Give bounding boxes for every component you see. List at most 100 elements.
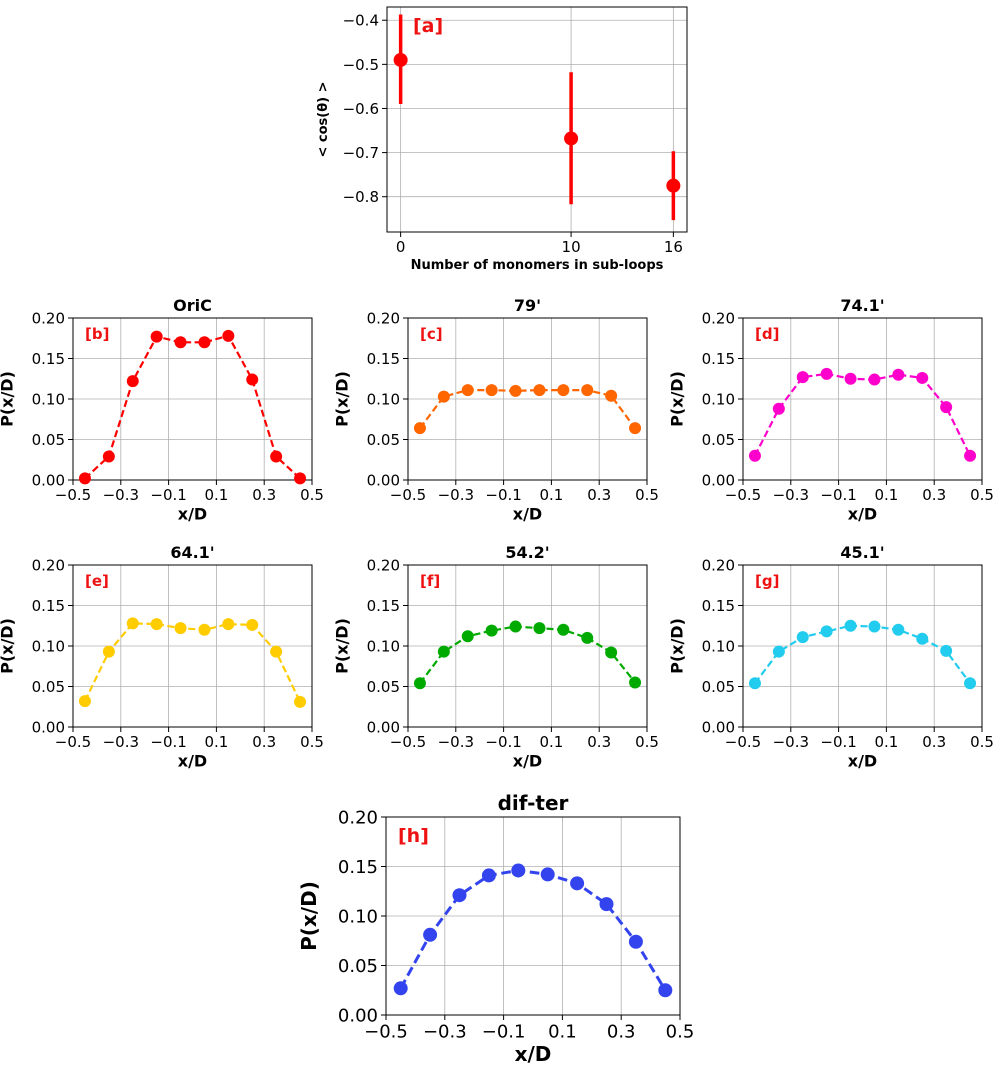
- series-line: [753, 372, 972, 457]
- y-tick-label: 0.00: [367, 718, 400, 736]
- y-tick-label: 0.10: [702, 390, 735, 408]
- y-tick-label: 0.15: [338, 857, 378, 878]
- data-point: [294, 695, 307, 708]
- data-point: [892, 368, 905, 381]
- series-line: [399, 868, 667, 992]
- y-tick-label: 0.20: [367, 556, 400, 574]
- data-point: [102, 450, 115, 463]
- data-point: [557, 384, 570, 397]
- data-point: [533, 384, 546, 397]
- y-tick-label: 0.05: [32, 678, 65, 696]
- data-point: [78, 695, 91, 708]
- data-point: [174, 336, 187, 349]
- y-tick-label: 0.10: [338, 906, 378, 927]
- x-tick-label: −0.1: [485, 733, 521, 751]
- data-point: [452, 888, 467, 903]
- y-tick-label: 0.00: [338, 1005, 378, 1026]
- data-point: [964, 677, 977, 690]
- data-point: [796, 631, 809, 644]
- data-point: [628, 934, 643, 949]
- panel-label: [h]: [398, 825, 429, 847]
- panel-label: [e]: [85, 572, 109, 590]
- y-tick-label: 0.00: [702, 718, 735, 736]
- chart-title: 64.1': [170, 543, 214, 562]
- data-point: [629, 676, 642, 689]
- x-tick-label: −0.3: [103, 486, 139, 504]
- data-point: [868, 373, 881, 386]
- x-tick-label: −0.3: [103, 733, 139, 751]
- x-tick-label: −0.5: [55, 486, 91, 504]
- data-point: [222, 329, 235, 342]
- y-tick-label: 0.15: [702, 597, 735, 615]
- x-tick-label: −0.5: [364, 1021, 408, 1042]
- y-tick-label: −0.8: [343, 188, 379, 206]
- data-point: [581, 631, 594, 644]
- x-tick-label: −0.3: [438, 486, 474, 504]
- x-tick-label: −0.3: [773, 733, 809, 751]
- y-tick-label: 0.15: [32, 597, 65, 615]
- data-point: [916, 632, 929, 645]
- data-point: [820, 625, 833, 638]
- data-point: [393, 52, 408, 67]
- data-point: [868, 620, 881, 633]
- y-tick-label: 0.05: [367, 431, 400, 449]
- x-tick-label: −0.1: [150, 486, 186, 504]
- y-tick-label: −0.4: [343, 12, 379, 30]
- y-tick-label: 0.10: [367, 390, 400, 408]
- panel-label: [a]: [413, 15, 443, 37]
- x-tick-label: −0.5: [725, 733, 761, 751]
- data-point: [820, 367, 833, 380]
- x-axis-label: x/D: [515, 1042, 552, 1066]
- y-tick-label: 0.05: [367, 678, 400, 696]
- x-tick-label: −0.1: [485, 486, 521, 504]
- x-tick-label: 0.3: [922, 486, 946, 504]
- x-tick-label: −0.3: [423, 1021, 467, 1042]
- x-tick-label: 0.3: [587, 733, 611, 751]
- x-tick-label: 10: [562, 238, 581, 256]
- data-point: [772, 645, 785, 658]
- data-point: [564, 131, 579, 146]
- x-tick-label: 0.5: [300, 486, 324, 504]
- y-tick-label: 0.05: [32, 431, 65, 449]
- data-point: [246, 373, 259, 386]
- x-tick-label: 0.1: [874, 733, 898, 751]
- data-point: [485, 384, 498, 397]
- x-tick-label: 0.5: [300, 733, 324, 751]
- chart-title: 54.2': [505, 543, 549, 562]
- data-point: [198, 336, 211, 349]
- x-axis-label: x/D: [178, 752, 207, 771]
- x-axis-label: x/D: [513, 752, 542, 771]
- y-axis-label: P(x/D): [668, 618, 687, 674]
- panel-label: [f]: [420, 572, 440, 590]
- data-point: [150, 618, 163, 631]
- y-tick-label: −0.6: [343, 100, 379, 118]
- chart-title: 74.1': [840, 296, 884, 315]
- data-point: [570, 876, 585, 891]
- panel-label: [c]: [420, 325, 443, 343]
- series-line: [754, 624, 971, 684]
- data-point: [581, 384, 594, 397]
- y-tick-label: 0.15: [32, 350, 65, 368]
- y-tick-label: 0.10: [702, 637, 735, 655]
- data-point: [437, 390, 450, 403]
- data-point: [844, 372, 857, 385]
- x-tick-label: 0.1: [874, 486, 898, 504]
- data-point: [599, 897, 614, 912]
- x-tick-label: 0.3: [252, 733, 276, 751]
- data-point: [461, 630, 474, 643]
- y-axis-label: < cos(θ) >: [316, 81, 331, 157]
- y-tick-label: 0.20: [702, 556, 735, 574]
- x-tick-label: −0.1: [150, 733, 186, 751]
- y-tick-label: 0.00: [702, 471, 735, 489]
- y-axis-label: P(x/D): [333, 618, 352, 674]
- data-point: [940, 401, 953, 414]
- series-line: [419, 625, 636, 684]
- x-tick-label: 0.1: [548, 1021, 577, 1042]
- data-point: [222, 618, 235, 631]
- panel-e: −0.5 −0.3 −0.1 0.1 0.3 0.5 0.00 0.05 0.10 0.15 0.2…: [0, 543, 324, 771]
- chart-title: 79': [514, 296, 541, 315]
- data-point: [461, 384, 474, 397]
- data-point: [270, 645, 283, 658]
- chart-title: 45.1': [840, 543, 884, 562]
- data-point: [533, 622, 546, 635]
